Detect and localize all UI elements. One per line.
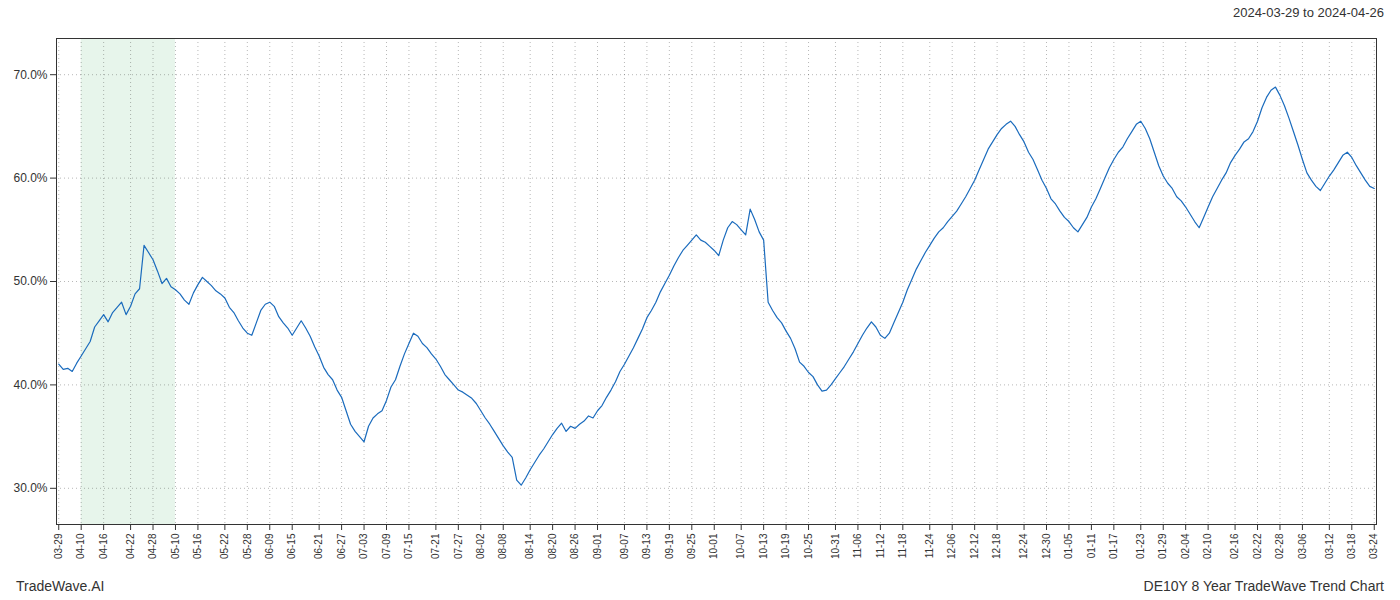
svg-text:05-10: 05-10 — [170, 533, 181, 559]
svg-text:03-24: 03-24 — [1368, 533, 1379, 559]
svg-text:10-07: 10-07 — [735, 533, 746, 559]
svg-text:50.0%: 50.0% — [13, 274, 47, 288]
svg-text:08-14: 08-14 — [524, 533, 535, 559]
svg-text:03-12: 03-12 — [1324, 533, 1335, 559]
svg-text:08-08: 08-08 — [497, 533, 508, 559]
html-text:2024-03-29 to 2024-04-26: 2024-03-29 to 2024-04-26 — [1232, 5, 1384, 20]
svg-text:11-06: 11-06 — [852, 533, 863, 558]
svg-text:08-26: 08-26 — [569, 533, 580, 559]
svg-text:01-23: 01-23 — [1135, 533, 1146, 559]
svg-text:09-25: 09-25 — [686, 533, 697, 559]
svg-text:05-28: 05-28 — [242, 533, 253, 559]
svg-text:03-29: 03-29 — [53, 533, 64, 559]
svg-text:40.0%: 40.0% — [13, 378, 47, 392]
svg-text:10-31: 10-31 — [830, 533, 841, 559]
svg-text:03-06: 03-06 — [1297, 533, 1308, 559]
svg-text:07-27: 07-27 — [453, 533, 464, 559]
svg-text:08-20: 08-20 — [547, 533, 558, 559]
svg-text:09-01: 09-01 — [592, 533, 603, 559]
svg-text:60.0%: 60.0% — [13, 171, 47, 185]
svg-text:02-22: 02-22 — [1252, 533, 1263, 559]
svg-text:09-19: 09-19 — [664, 533, 675, 559]
svg-text:09-13: 09-13 — [641, 533, 652, 559]
svg-text:10-13: 10-13 — [758, 533, 769, 559]
svg-text:04-16: 04-16 — [98, 533, 109, 559]
svg-text:04-22: 04-22 — [125, 533, 136, 559]
svg-text:01-11: 01-11 — [1086, 533, 1097, 558]
svg-text:02-10: 02-10 — [1202, 533, 1213, 559]
svg-text:70.0%: 70.0% — [13, 68, 47, 82]
html-text:DE10Y 8 Year TradeWave Trend C: DE10Y 8 Year TradeWave Trend Chart — [1143, 578, 1384, 594]
svg-text:12-06: 12-06 — [946, 533, 957, 559]
svg-text:10-01: 10-01 — [708, 533, 719, 559]
html-text:TradeWave.AI: TradeWave.AI — [16, 578, 105, 594]
svg-text:07-03: 07-03 — [358, 533, 369, 559]
svg-text:11-12: 11-12 — [875, 533, 886, 558]
svg-text:06-09: 06-09 — [264, 533, 275, 559]
svg-text:06-15: 06-15 — [286, 533, 297, 559]
svg-text:07-21: 07-21 — [430, 533, 441, 559]
svg-text:30.0%: 30.0% — [13, 481, 47, 495]
svg-text:02-04: 02-04 — [1180, 533, 1191, 559]
svg-text:07-09: 07-09 — [381, 533, 392, 559]
svg-text:06-21: 06-21 — [313, 533, 324, 559]
svg-text:11-18: 11-18 — [897, 533, 908, 558]
svg-text:06-27: 06-27 — [336, 533, 347, 559]
svg-text:02-28: 02-28 — [1274, 533, 1285, 559]
svg-text:09-07: 09-07 — [619, 533, 630, 559]
svg-text:12-12: 12-12 — [969, 533, 980, 559]
svg-text:08-02: 08-02 — [475, 533, 486, 559]
svg-text:02-16: 02-16 — [1229, 533, 1240, 559]
svg-text:04-10: 04-10 — [75, 533, 86, 559]
svg-text:10-19: 10-19 — [780, 533, 791, 559]
svg-text:01-17: 01-17 — [1108, 533, 1119, 559]
svg-text:12-30: 12-30 — [1041, 533, 1052, 559]
svg-text:07-15: 07-15 — [403, 533, 414, 559]
svg-text:01-29: 01-29 — [1157, 533, 1168, 559]
svg-text:05-22: 05-22 — [219, 533, 230, 559]
svg-text:11-24: 11-24 — [924, 533, 935, 558]
svg-text:12-24: 12-24 — [1018, 533, 1029, 559]
svg-text:01-05: 01-05 — [1063, 533, 1074, 559]
svg-text:04-28: 04-28 — [147, 533, 158, 559]
svg-text:12-18: 12-18 — [991, 533, 1002, 559]
svg-text:05-16: 05-16 — [192, 533, 203, 559]
svg-text:10-25: 10-25 — [803, 533, 814, 559]
svg-text:03-18: 03-18 — [1346, 533, 1357, 559]
